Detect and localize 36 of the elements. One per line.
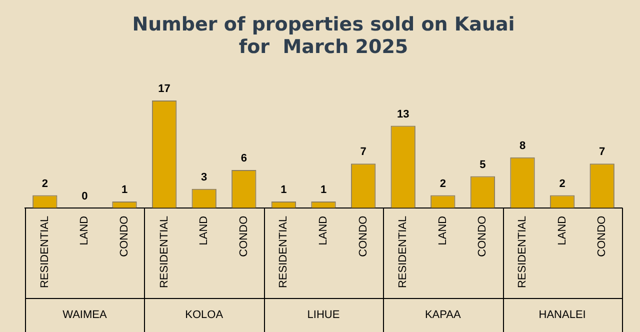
x-tick-label: LAND — [436, 216, 449, 246]
x-tick-label: LAND — [556, 216, 568, 246]
x-tick-label: LAND — [78, 216, 91, 246]
data-label: 7 — [599, 146, 606, 158]
text: WAIMEA — [62, 309, 108, 322]
x-tick-label: CONDO — [238, 215, 250, 257]
text: KAPAA — [424, 309, 462, 322]
x-tick-label: RESIDENTIAL — [38, 216, 51, 288]
data-label: 5 — [480, 158, 486, 171]
x-tick-label: RESIDENTIAL — [516, 216, 529, 288]
data-label: 1 — [121, 184, 128, 196]
x-tick-label: CONDO — [357, 215, 370, 257]
x-tick-label: RESIDENTIAL — [278, 216, 290, 288]
data-label: 1 — [320, 184, 327, 196]
data-label: 17 — [158, 83, 170, 96]
x-tick-label: LAND — [198, 216, 210, 246]
x-tick-label: RESIDENTIAL — [158, 216, 170, 288]
data-label: 13 — [396, 108, 410, 120]
data-label: 8 — [519, 140, 526, 152]
x-tick-label: CONDO — [476, 215, 489, 257]
data-label: 6 — [240, 152, 247, 165]
text: KOLOA — [185, 309, 224, 322]
data-label: 3 — [201, 171, 208, 184]
text: HANALEI — [538, 309, 586, 322]
text: LIHUE — [307, 309, 340, 322]
data-label: 1 — [280, 184, 287, 196]
data-label: 2 — [559, 178, 566, 190]
x-tick-label: RESIDENTIAL — [397, 216, 410, 288]
x-tick-label: LAND — [318, 216, 330, 246]
x-tick-label: CONDO — [596, 215, 608, 257]
data-label: 2 — [42, 178, 48, 190]
data-label: 2 — [440, 178, 446, 190]
data-label: 7 — [360, 146, 366, 158]
data-label: 0 — [82, 190, 88, 202]
x-tick-label: CONDO — [118, 215, 131, 257]
chart-title: Number of properties sold on Kauai for March 2025 — [132, 13, 515, 58]
